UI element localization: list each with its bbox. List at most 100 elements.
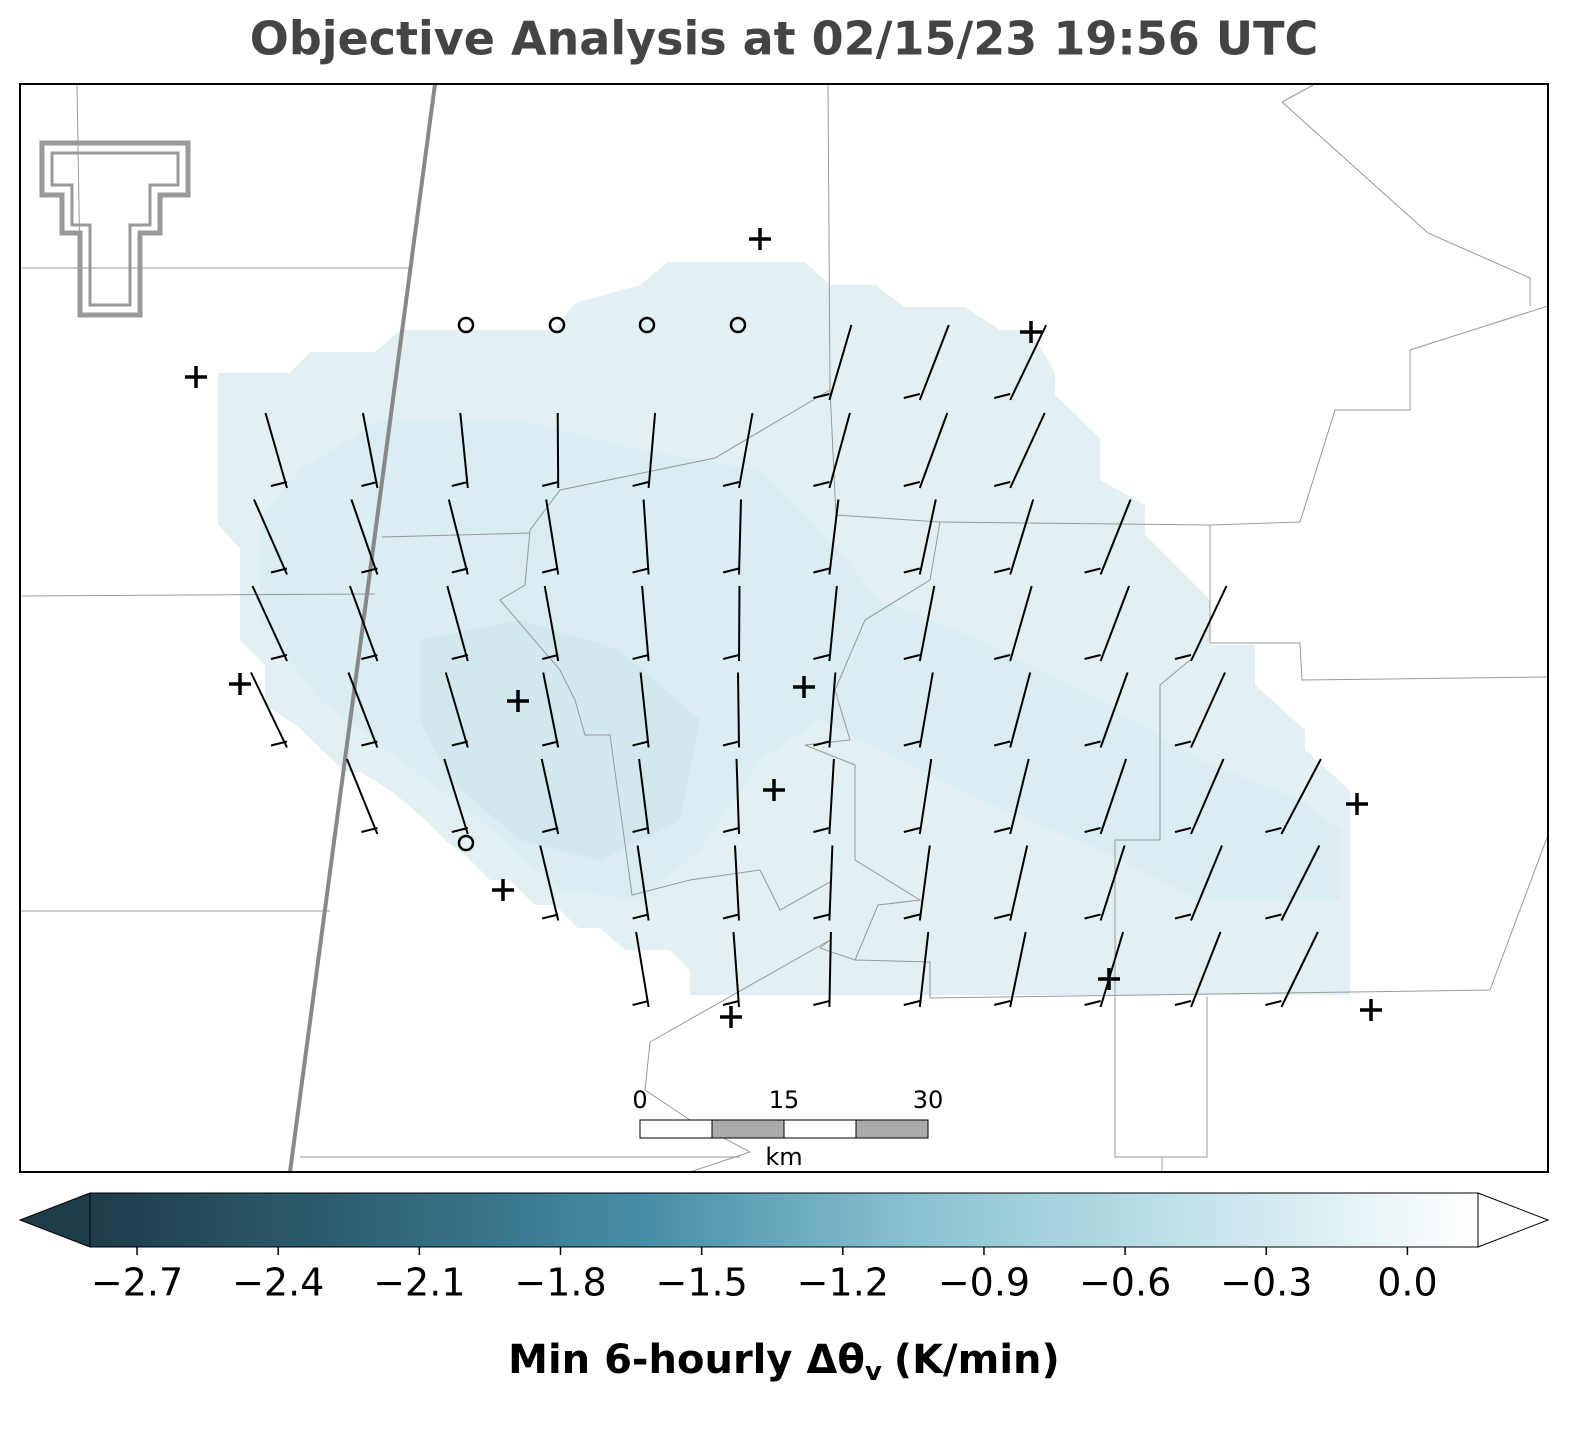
station-plus [793,676,815,698]
barb-staff [1190,758,1225,835]
title: Objective Analysis at 02/15/23 19:56 UTC [250,12,1319,66]
barb-flag [361,827,378,833]
station-plus [1346,793,1368,815]
barb-staff [828,585,838,662]
barb-staff [1190,585,1228,662]
station-circle [457,834,475,852]
barb-flag [1265,827,1282,833]
barb-staff [918,931,930,1008]
barb-flag [993,393,1011,399]
station-plus [720,1006,742,1028]
barb-staff [1280,845,1321,921]
barb-staff [1099,931,1125,1008]
scale-segment [711,1119,785,1139]
station-plus [229,673,251,695]
barb-flag [722,740,740,747]
colorbar-tick-label: −2.1 [373,1261,465,1305]
barb-staff [1190,845,1223,921]
highway [288,83,437,1173]
station-circle [638,316,656,334]
barb-staff [1099,845,1126,921]
scale-label: 0 [632,1086,647,1114]
barb-flag [903,1000,921,1006]
barb-staff [732,931,740,1008]
station-plus [507,690,529,712]
logo [39,140,191,318]
barb-flag [451,827,469,833]
wind-barbs [250,324,1322,1008]
barb-flag [632,567,649,574]
barb-flag [903,740,921,747]
barb-staff [264,412,288,489]
barb-staff [828,499,840,575]
barb-staff [556,412,560,489]
barb-flag [903,567,921,574]
colorbar-body [89,1192,1479,1248]
colorbar: Min 6-hourly Δθv (K/min) −2.7 −2.4 −2.1 −1.8… [18,1192,1550,1387]
barb-flag [1174,1000,1192,1006]
barb-flag [632,827,649,833]
barb-flag [1084,827,1101,833]
barb-staff [738,585,741,662]
barb-flag [541,481,559,487]
barb-staff [1280,758,1322,835]
map-frame [19,83,1549,1173]
barb-staff [828,324,853,401]
barb-flag [1174,827,1192,833]
barb-staff [1009,499,1035,575]
barb-staff [1099,672,1129,748]
map-area: 0 15 30 km [19,83,1549,1173]
barb-staff [250,672,288,748]
barb-staff [918,845,931,921]
barb-staff [545,499,560,575]
barb-staff [639,672,650,748]
barb-staff [635,931,650,1008]
barb-flag [813,481,830,487]
barb-staff [446,585,469,662]
station-circle [729,316,747,334]
barb-flag [813,393,830,399]
colorbar-tick-label: 0.0 [1377,1261,1437,1305]
barb-flag [361,654,378,660]
barb-flag [813,654,830,660]
station-plus [763,779,785,801]
station-plus [185,366,207,388]
barb-flag [1265,1000,1282,1006]
barb-staff [918,585,936,662]
barb-flag [361,740,378,747]
barb-staff [1009,758,1030,835]
barb-staff [539,845,560,921]
barb-flag [270,567,288,574]
station-circle [548,316,566,334]
barb-staff [1009,845,1029,921]
barb-flag [722,1000,740,1006]
barb-flag [813,1000,830,1006]
barb-flag [541,827,559,833]
barb-staff [345,758,379,835]
barb-staff [638,758,650,835]
station-plus [1020,321,1042,343]
barb-staff [1009,585,1033,662]
colorbar-extend-low [18,1192,91,1248]
barb-flag [541,567,559,574]
station-plus [749,228,771,250]
barb-flag [993,654,1011,660]
barb-staff [918,412,949,489]
barb-staff [828,845,834,921]
barb-staff [447,499,469,575]
barb-staff [647,412,657,489]
barb-staff [1099,585,1131,662]
barb-staff [347,672,379,748]
barb-flag [1084,567,1101,574]
barb-flag [1084,740,1101,747]
barb-staff [1190,672,1226,748]
barb-staff [738,499,742,575]
colorbar-extend-high [1477,1192,1550,1248]
barb-flag [451,654,469,660]
barb-staff [642,499,650,575]
barb-flag [903,913,921,920]
barb-flag [993,567,1011,574]
station-plus [1098,968,1120,990]
barb-staff [1009,931,1027,1008]
barb-staff [361,412,379,489]
